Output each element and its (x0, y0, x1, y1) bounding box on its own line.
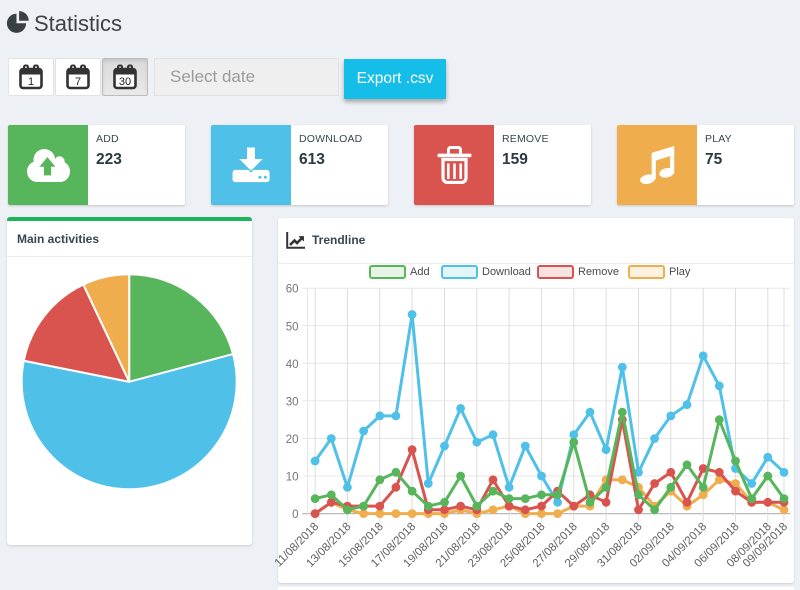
svg-text:20: 20 (286, 434, 299, 446)
svg-text:30: 30 (286, 396, 299, 408)
svg-text:50: 50 (286, 321, 299, 333)
svg-text:10: 10 (286, 472, 299, 484)
svg-text:7: 7 (75, 76, 81, 88)
svg-text:40: 40 (286, 359, 299, 371)
svg-text:1: 1 (28, 76, 34, 88)
svg-text:0: 0 (292, 509, 298, 521)
svg-text:30: 30 (119, 76, 131, 88)
svg-text:60: 60 (286, 284, 299, 296)
